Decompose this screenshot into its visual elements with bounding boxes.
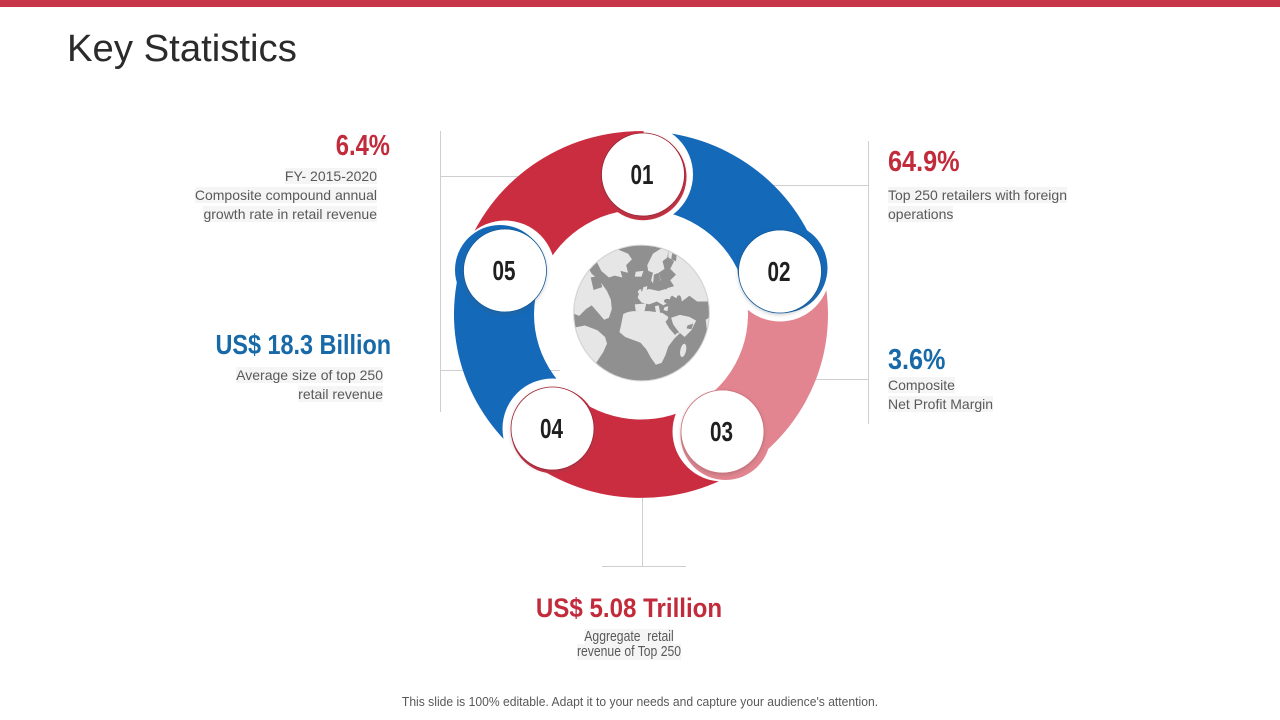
- svg-text:02: 02: [768, 256, 791, 287]
- svg-text:04: 04: [540, 413, 563, 444]
- svg-text:03: 03: [710, 416, 733, 447]
- svg-text:05: 05: [493, 255, 516, 286]
- svg-text:01: 01: [631, 159, 654, 190]
